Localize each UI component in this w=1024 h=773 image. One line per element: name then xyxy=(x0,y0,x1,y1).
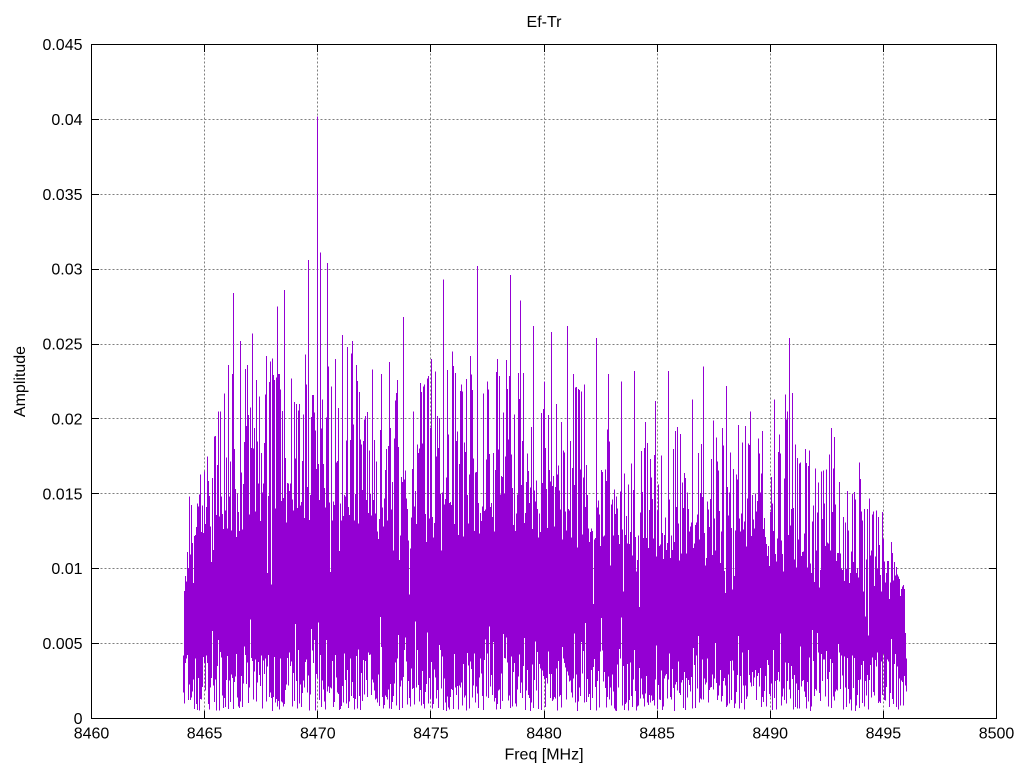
svg-text:0.03: 0.03 xyxy=(51,262,82,279)
svg-text:0.01: 0.01 xyxy=(51,561,82,578)
svg-text:8465: 8465 xyxy=(187,726,223,743)
svg-text:0.045: 0.045 xyxy=(42,37,82,54)
svg-text:8490: 8490 xyxy=(752,726,788,743)
svg-text:0.025: 0.025 xyxy=(42,337,82,354)
svg-text:0.005: 0.005 xyxy=(42,636,82,653)
svg-text:8495: 8495 xyxy=(866,726,902,743)
svg-text:8460: 8460 xyxy=(74,726,110,743)
svg-text:0.02: 0.02 xyxy=(51,411,82,428)
svg-text:Ef-Tr: Ef-Tr xyxy=(527,14,563,31)
svg-text:8485: 8485 xyxy=(639,726,675,743)
svg-text:8500: 8500 xyxy=(979,726,1015,743)
svg-text:0.035: 0.035 xyxy=(42,187,82,204)
svg-text:Freq [MHz]: Freq [MHz] xyxy=(504,747,583,764)
svg-text:8480: 8480 xyxy=(526,726,562,743)
svg-text:0.04: 0.04 xyxy=(51,112,82,129)
svg-text:0: 0 xyxy=(74,711,83,728)
svg-text:0.015: 0.015 xyxy=(42,486,82,503)
svg-text:8475: 8475 xyxy=(413,726,449,743)
svg-text:8470: 8470 xyxy=(300,726,336,743)
svg-text:Amplitude: Amplitude xyxy=(12,346,29,417)
